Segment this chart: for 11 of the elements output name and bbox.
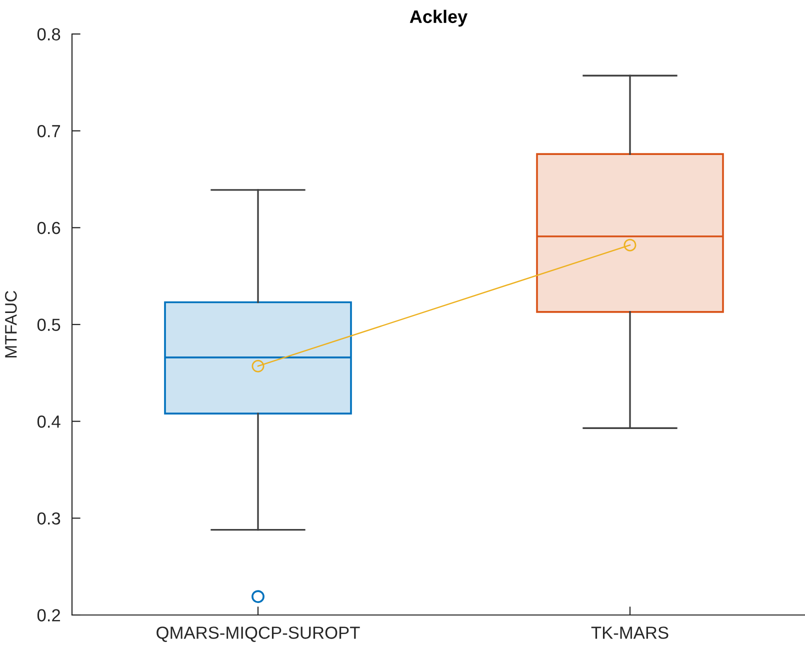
y-tick-label: 0.2 [37,609,60,622]
y-tick-label: 0.5 [37,318,60,331]
y-tick-label: 0.3 [37,512,60,525]
y-tick-label: 0.7 [37,125,60,138]
y-tick-label: 0.4 [37,416,60,428]
y-tick-label: 0.8 [37,28,60,40]
x-tick-label: TK-MARS [591,626,668,639]
y-tick-label: 0.6 [37,222,60,234]
x-tick-label: QMARS-MIQCP-SUROPT [156,626,360,642]
chart-title: Ackley [410,10,468,27]
y-axis-title: MTFAUC [4,290,17,358]
